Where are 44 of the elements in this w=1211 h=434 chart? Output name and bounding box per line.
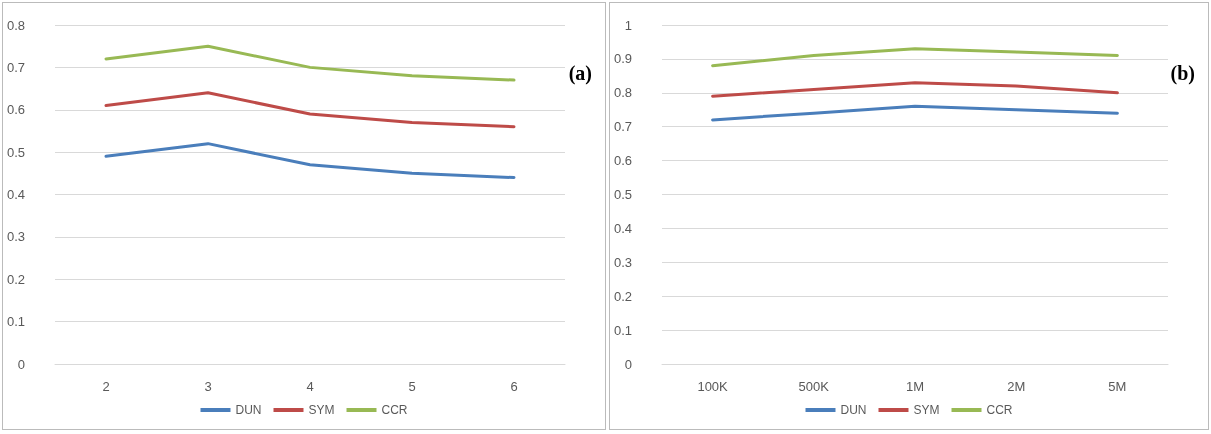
legend-label: CCR [381,403,408,417]
x-tick-label: 100K [697,379,729,394]
y-tick-label: 0.2 [613,288,632,304]
y-tick-label: 0.3 [613,254,632,270]
line-series [104,91,516,129]
y-tick-label: 0.8 [6,17,25,33]
x-tick-label: 1M [905,379,925,394]
y-tick-label: 0.7 [6,59,25,75]
y-tick-label: 0.6 [6,102,25,118]
line-series [104,44,516,82]
legend-label: CCR [986,403,1013,417]
line-series [711,104,1119,122]
y-tick-label: 0.9 [613,51,632,67]
x-tick-label: 2 [102,379,110,394]
x-tick-label: 500K [798,379,830,394]
x-tick-label: 6 [510,379,518,394]
line-series [711,81,1119,98]
y-tick-label: 0 [17,356,25,372]
y-tick-label: 0.3 [6,229,25,245]
legend-label: SYM [913,403,940,417]
y-tick-label: 0.1 [6,314,25,330]
text: (b) [1170,62,1196,85]
y-tick-label: 0.7 [613,119,632,135]
text: (a) [568,62,593,85]
legend-label: SYM [308,403,335,417]
y-tick-label: 0.8 [613,85,632,101]
y-tick-label: 0 [624,356,632,372]
x-tick-label: 5M [1108,379,1127,394]
legend-label: DUN [235,403,262,417]
line-series [104,142,516,180]
x-tick-label: 2M [1007,379,1026,394]
x-tick-label: 4 [306,379,314,394]
y-tick-label: 0.6 [613,153,632,169]
y-tick-label: 0.4 [6,187,25,202]
y-tick-label: 0.2 [6,271,25,287]
y-tick-label: 1 [624,17,632,33]
y-tick-label: 0.5 [613,187,632,202]
x-tick-label: 5 [408,379,416,394]
legend-label: DUN [840,403,867,417]
y-tick-label: 0.5 [6,144,25,160]
y-tick-label: 0.4 [613,220,632,236]
line-series [711,47,1119,68]
y-tick-label: 0.1 [613,322,632,338]
x-tick-label: 3 [204,379,212,394]
